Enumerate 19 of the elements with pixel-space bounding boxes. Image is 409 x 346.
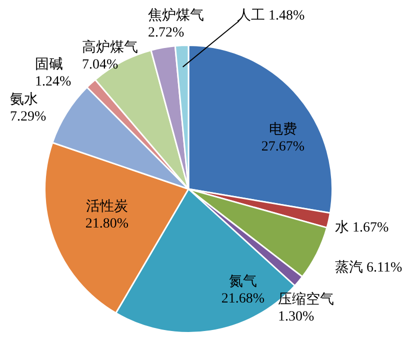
slice-label: 压缩空气 [278, 292, 334, 308]
slice-label: 高炉煤气 [82, 40, 138, 56]
data-label: 1.30% [278, 310, 314, 325]
slice-label: 活性炭 [86, 198, 128, 215]
slice-label: 人工 1.48% [237, 8, 305, 24]
data-label: 1.24% [35, 74, 72, 90]
slice-label: 蒸汽 6.11% [335, 260, 402, 276]
data-label: 27.67% [261, 140, 305, 155]
slice-label: 电费 [269, 122, 297, 138]
data-label: 21.68% [221, 292, 265, 307]
data-label: 7.04% [82, 58, 118, 73]
data-label: 21.80% [85, 216, 129, 232]
slice-label: 氮气 [229, 274, 257, 290]
slice-label: 氨水 [10, 92, 38, 108]
slice-label: 固碱 [35, 56, 63, 73]
slice-label: 焦炉煤气 [148, 8, 204, 24]
slice-label: 水 1.67% [335, 220, 389, 236]
data-label: 2.72% [148, 26, 184, 41]
data-label: 7.29% [10, 110, 46, 125]
